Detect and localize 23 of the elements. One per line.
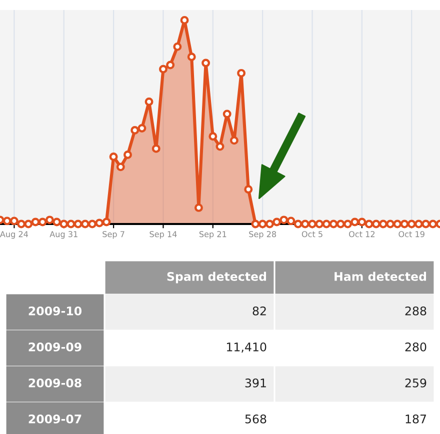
x-tick-label: Oct 5: [302, 231, 322, 238]
data-label: 11,410: [226, 342, 266, 353]
category-label: 2009-10: [28, 306, 82, 316]
x-tick-label: Sep 14: [150, 231, 177, 239]
data-label: 187: [406, 414, 426, 424]
category-label: 2009-08: [28, 378, 82, 388]
category-label: 2009-07: [28, 414, 82, 424]
x-tick-label: Aug 31: [50, 231, 78, 239]
x-tick-label: Oct 19: [398, 231, 424, 238]
x-tick-label: Sep 7: [102, 231, 124, 239]
series-label: Spam detected: [167, 272, 266, 284]
category-label: 2009-09: [28, 342, 82, 352]
x-tick-label: Oct 12: [349, 231, 374, 238]
data-label: 391: [245, 378, 266, 388]
series-label: Ham detected: [334, 272, 426, 281]
data-label: 280: [405, 342, 426, 352]
data-label: 288: [405, 306, 426, 316]
data-label: 259: [405, 378, 426, 388]
x-tick-label: Aug 24: [0, 231, 28, 239]
x-tick-label: Sep 21: [199, 231, 226, 239]
data-label: 82: [252, 306, 266, 316]
data-label: 568: [245, 414, 266, 424]
x-tick-label: Sep 28: [249, 231, 276, 239]
